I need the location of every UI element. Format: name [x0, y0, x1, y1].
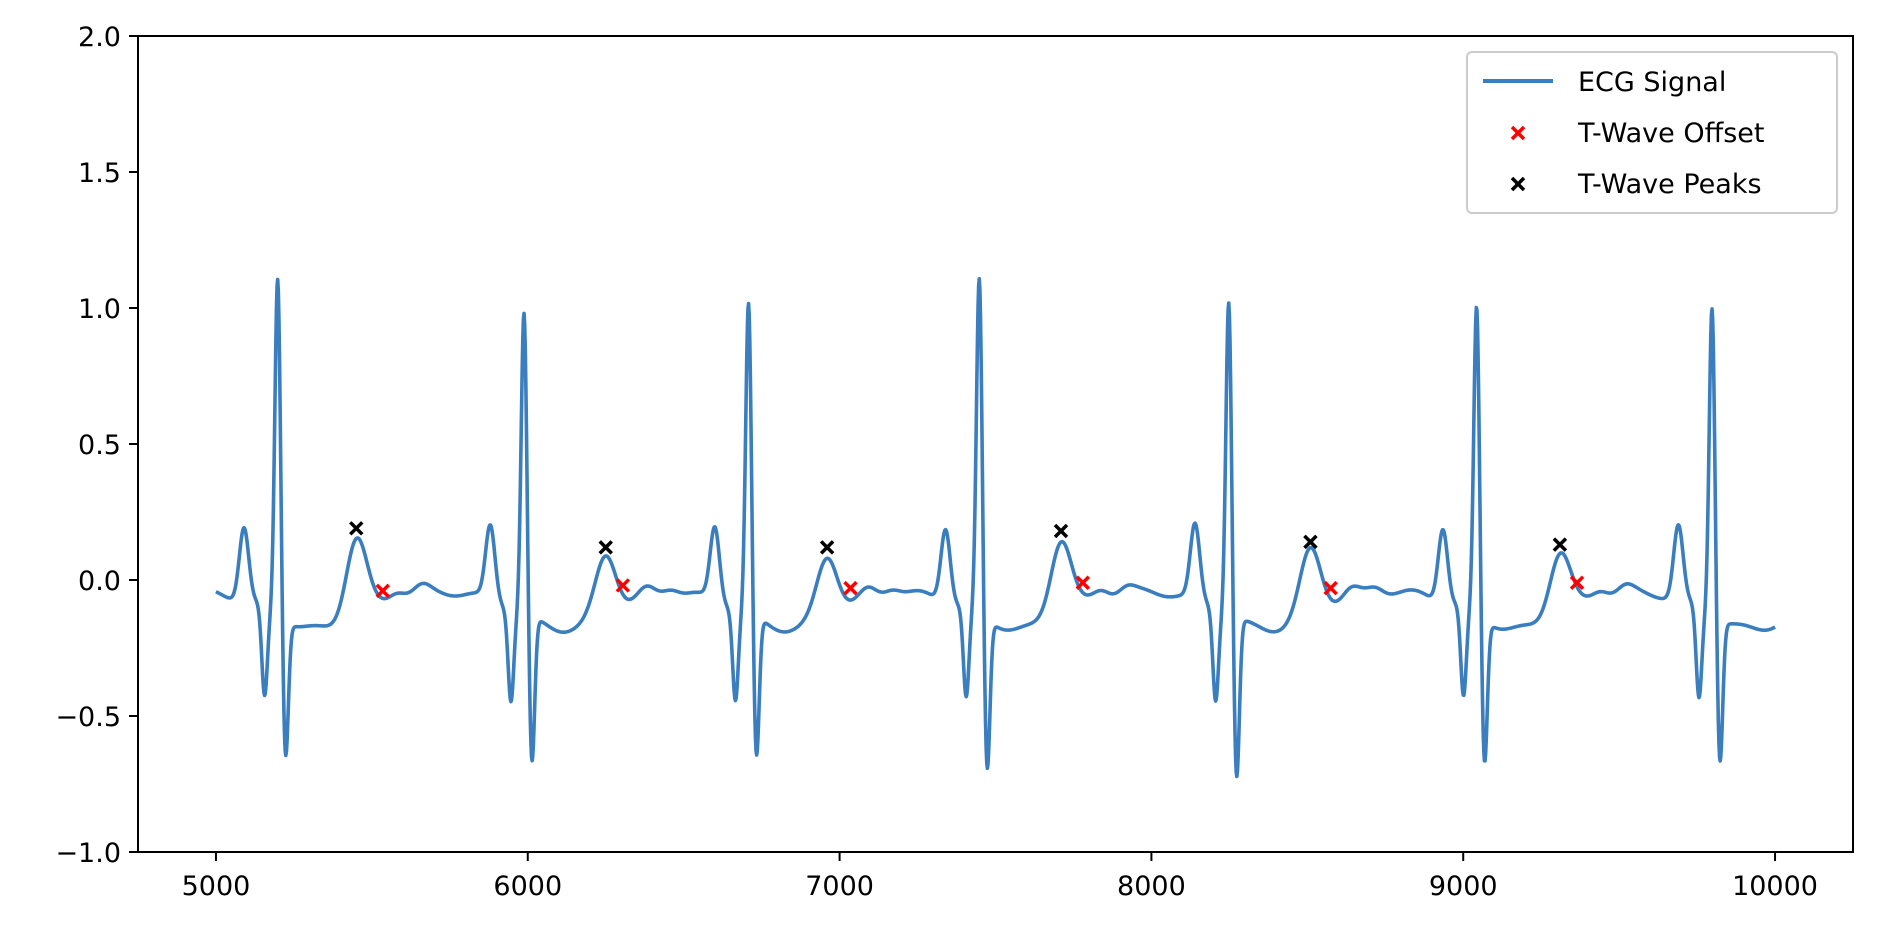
t-wave-peak-marker [1552, 537, 1568, 552]
y-tick-label: −1.0 [55, 838, 121, 869]
ecg-signal-line [214, 277, 1777, 779]
legend: ECG Signal T-Wave Offset T-Wave Peaks [1466, 51, 1838, 214]
x-tick-label: 7000 [805, 871, 874, 902]
y-tick-label: −0.5 [55, 702, 121, 733]
t-wave-offset-marker [375, 583, 391, 599]
legend-ecg-label: ECG Signal [1578, 67, 1726, 98]
t-wave-peak-marker [1303, 534, 1318, 550]
legend-offset-marker [1510, 125, 1526, 141]
t-wave-offset-marker [1569, 575, 1585, 590]
x-tick-label: 6000 [493, 871, 562, 902]
t-wave-offset-marker [615, 578, 631, 593]
y-tick-label: 1.5 [78, 158, 121, 189]
t-wave-peak-marker [349, 521, 364, 536]
t-wave-offset-marker [1075, 575, 1091, 590]
y-tick-label: 2.0 [78, 22, 121, 53]
ecg-signal-layer [214, 277, 1777, 779]
legend-peaks-label: T-Wave Peaks [1577, 169, 1762, 200]
x-tick-label: 10000 [1732, 871, 1818, 902]
y-tick-label: 0.0 [78, 566, 121, 597]
y-tick-label: 0.5 [78, 430, 121, 461]
t-wave-offset-marker [843, 580, 858, 596]
t-wave-peak-marker [1053, 523, 1069, 539]
marker-layer [349, 521, 1585, 599]
legend-box [1466, 51, 1838, 214]
t-wave-peak-marker [598, 540, 613, 555]
legend-offset-label: T-Wave Offset [1577, 118, 1764, 149]
t-wave-peak-marker [819, 540, 835, 555]
ticks-layer: 5000 6000 7000 8000 9000 10000 2.0 1.5 1.0 0.5 0.0… [55, 22, 1818, 902]
t-wave-offset-marker [1323, 580, 1338, 596]
y-tick-label: 1.0 [78, 294, 121, 325]
x-tick-label: 8000 [1117, 871, 1186, 902]
x-tick-label: 9000 [1429, 871, 1498, 902]
x-tick-label: 5000 [182, 871, 251, 902]
legend-peaks-marker [1510, 176, 1526, 192]
